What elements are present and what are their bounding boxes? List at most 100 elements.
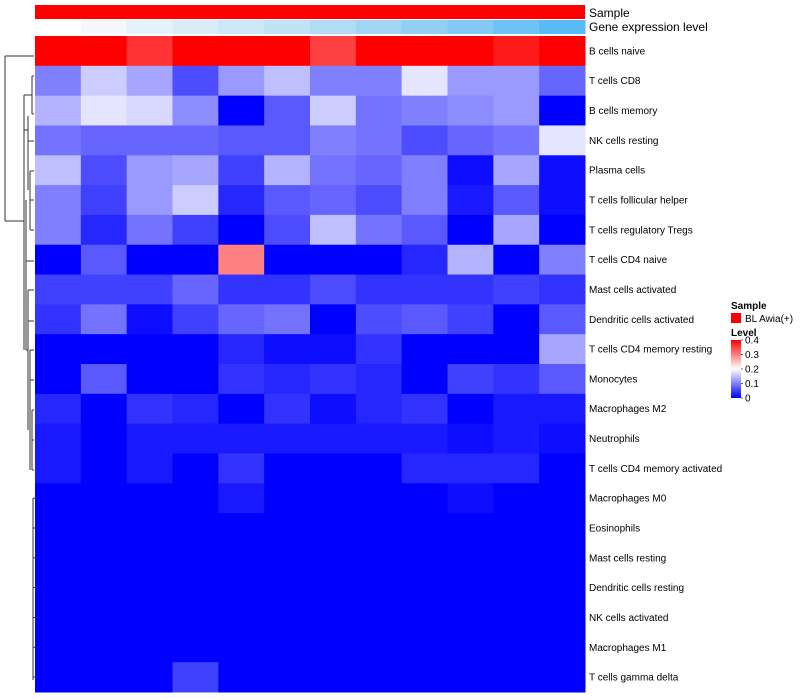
- heatmap-cell: [401, 214, 448, 246]
- heatmap-cell: [35, 334, 82, 365]
- heatmap-cell: [126, 244, 173, 276]
- heatmap-cell: [401, 453, 448, 484]
- heatmap-cell: [401, 513, 448, 544]
- heatmap-cell: [539, 244, 586, 276]
- heatmap-cell: [493, 155, 540, 186]
- legend-level-title: Level: [731, 328, 757, 339]
- expression-track-cell: [80, 20, 128, 34]
- heatmap-cell: [80, 542, 128, 574]
- legend-tick-label: 0.4: [745, 336, 759, 347]
- heatmap-cell: [264, 513, 311, 544]
- row-label: T cells CD8: [589, 76, 641, 87]
- heatmap-cell: [35, 65, 82, 97]
- heatmap-cell: [310, 572, 357, 604]
- heatmap-cell: [35, 662, 82, 693]
- heatmap-cell: [493, 36, 540, 67]
- heatmap-cell: [218, 185, 265, 216]
- heatmap-cell: [401, 274, 448, 305]
- heatmap-cell: [35, 214, 82, 246]
- heatmap-cell: [539, 304, 586, 335]
- heatmap-cell: [126, 393, 173, 425]
- row-label: B cells memory: [589, 106, 657, 117]
- heatmap-cell: [401, 364, 448, 395]
- heatmap-cell: [401, 244, 448, 276]
- heatmap-cell: [310, 483, 357, 514]
- heatmap-cell: [447, 483, 494, 514]
- heatmap-cell: [218, 513, 265, 544]
- heatmap-cell: [539, 65, 586, 97]
- heatmap-cell: [493, 214, 540, 246]
- heatmap-cell: [80, 483, 128, 514]
- legend-colorbar: [731, 340, 741, 398]
- heatmap-cell: [539, 602, 586, 633]
- heatmap-cell: [539, 334, 586, 365]
- row-label: T cells gamma delta: [589, 673, 679, 684]
- heatmap-cell: [264, 36, 311, 67]
- heatmap-cell: [493, 125, 540, 156]
- heatmap-cell: [218, 632, 265, 663]
- heatmap-cell: [493, 602, 540, 633]
- heatmap-cell: [355, 423, 403, 454]
- heatmap-cell: [172, 185, 219, 216]
- heatmap-cell: [401, 304, 448, 335]
- expression-track-cell: [264, 20, 311, 34]
- heatmap-cell: [218, 155, 265, 186]
- heatmap-cell: [355, 602, 403, 633]
- heatmap-cell: [401, 155, 448, 186]
- heatmap-cell: [493, 304, 540, 335]
- heatmap-cell: [80, 36, 128, 67]
- row-label: Monocytes: [589, 374, 637, 385]
- heatmap-cell: [80, 274, 128, 305]
- heatmap-cell: [264, 334, 311, 365]
- heatmap-cell: [35, 572, 82, 604]
- heatmap-cell: [35, 483, 82, 514]
- heatmap-cell: [401, 36, 448, 67]
- heatmap-cell: [539, 513, 586, 544]
- heatmap-cell: [539, 95, 586, 126]
- row-label: Macrophages M2: [589, 404, 667, 415]
- row-label: Macrophages M0: [589, 494, 667, 505]
- heatmap-cell: [264, 185, 311, 216]
- heatmap-cell: [126, 483, 173, 514]
- heatmap-cell: [401, 393, 448, 425]
- heatmap-cell: [264, 572, 311, 604]
- row-label: Mast cells activated: [589, 285, 676, 296]
- heatmap-cell: [493, 423, 540, 454]
- row-label: Macrophages M1: [589, 643, 667, 654]
- row-label: B cells naive: [589, 46, 646, 57]
- heatmap-cell: [218, 602, 265, 633]
- heatmap-cell: [355, 334, 403, 365]
- legend-sample-title: Sample: [731, 301, 767, 312]
- heatmap-cell: [493, 542, 540, 574]
- heatmap-cell: [310, 542, 357, 574]
- heatmap-cell: [401, 95, 448, 126]
- heatmap-cell: [218, 95, 265, 126]
- heatmap-cell: [35, 36, 82, 67]
- heatmap-cell: [218, 542, 265, 574]
- heatmap-cell: [493, 95, 540, 126]
- heatmap-cell: [310, 185, 357, 216]
- row-label: NK cells activated: [589, 613, 668, 624]
- heatmap-cell: [447, 214, 494, 246]
- heatmap-cell: [355, 364, 403, 395]
- heatmap-cell: [447, 393, 494, 425]
- heatmap-cell: [172, 542, 219, 574]
- row-dendrogram: [4, 55, 35, 680]
- heatmap-cell: [35, 185, 82, 216]
- heatmap-cell: [264, 393, 311, 425]
- heatmap-cell: [80, 632, 128, 663]
- heatmap-cell: [172, 214, 219, 246]
- row-label: Eosinophils: [589, 524, 640, 535]
- expression-track-cell: [401, 20, 448, 34]
- heatmap-cell: [126, 513, 173, 544]
- heatmap-cell: [310, 453, 357, 484]
- heatmap-cell: [172, 274, 219, 305]
- heatmap-cell: [401, 423, 448, 454]
- heatmap-cell: [493, 185, 540, 216]
- heatmap-cell: [493, 334, 540, 365]
- heatmap-cell: [355, 483, 403, 514]
- heatmap-cell: [172, 423, 219, 454]
- heatmap-cell: [264, 662, 311, 693]
- heatmap-cell: [172, 155, 219, 186]
- heatmap-cell: [401, 483, 448, 514]
